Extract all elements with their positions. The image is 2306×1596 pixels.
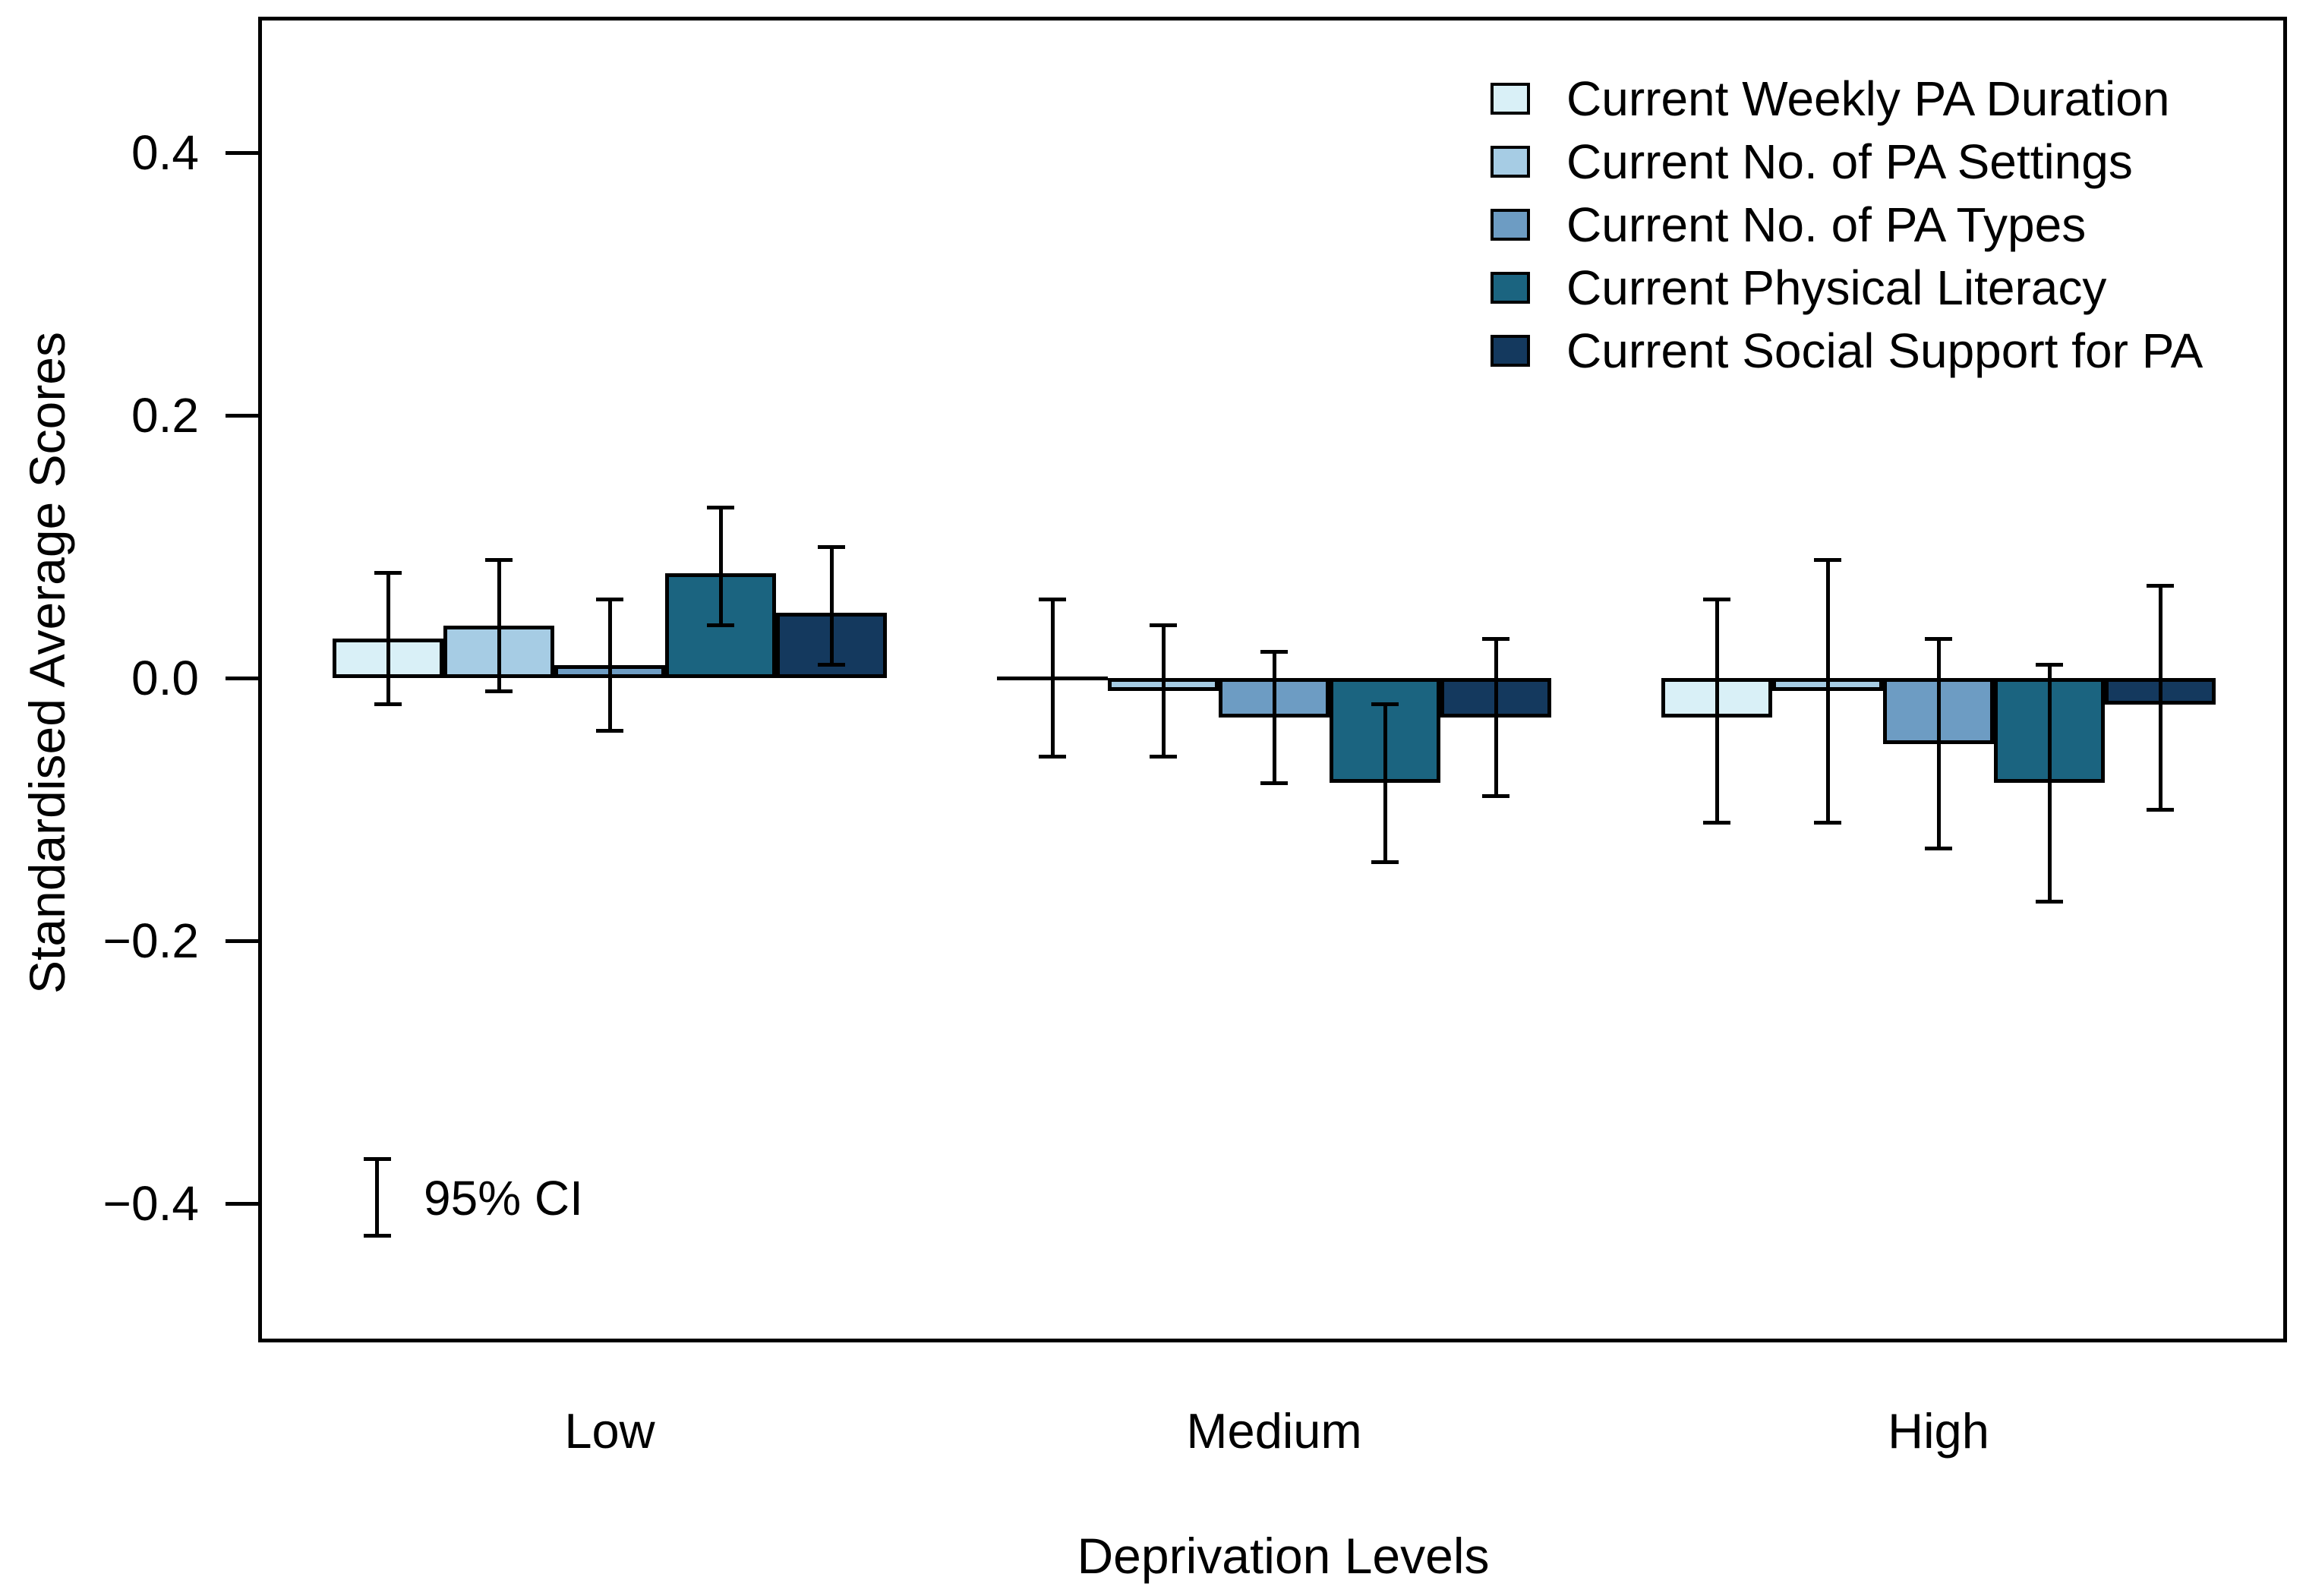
- y-tick-label-−0.4: −0.4: [103, 1176, 199, 1231]
- legend-item: Current No. of PA Settings: [1491, 130, 2203, 193]
- error-bar-cap-top-low-series1: [485, 557, 513, 562]
- error-bar-cap-bottom-low-series0: [374, 702, 402, 707]
- ci-annotation-label: 95% CI: [424, 1171, 583, 1225]
- x-axis-title: Deprivation Levels: [1077, 1528, 1490, 1584]
- error-bar-cap-top-low-series4: [818, 544, 845, 549]
- error-bar-high-series1: [1825, 560, 1830, 823]
- error-bar-cap-bottom-high-series2: [1925, 847, 1952, 851]
- error-bar-medium-series4: [1494, 639, 1498, 796]
- error-bar-cap-bottom-low-series4: [818, 663, 845, 667]
- ci-sample-errorbar-cap-bottom: [364, 1234, 391, 1238]
- y-tick-mark-0.2: [226, 413, 258, 418]
- error-bar-high-series0: [1715, 599, 1719, 823]
- error-bar-cap-bottom-high-series1: [1814, 820, 1841, 825]
- ci-sample-errorbar-line: [375, 1159, 379, 1236]
- error-bar-cap-top-medium-series0: [1039, 597, 1066, 601]
- error-bar-cap-top-low-series3: [707, 505, 734, 509]
- error-bar-cap-bottom-medium-series1: [1150, 755, 1177, 759]
- legend-swatch-weekly-pa-duration: [1491, 82, 1530, 115]
- y-tick-mark-0.0: [226, 676, 258, 680]
- x-category-label-high: High: [1888, 1403, 1989, 1459]
- error-bar-medium-series2: [1272, 651, 1276, 784]
- legend-item: Current Weekly PA Duration: [1491, 67, 2203, 130]
- y-tick-label-0.4: 0.4: [131, 125, 199, 180]
- error-bar-cap-top-high-series1: [1814, 557, 1841, 562]
- error-bar-cap-top-low-series0: [374, 571, 402, 576]
- error-bar-cap-bottom-high-series0: [1703, 820, 1730, 825]
- error-bar-medium-series1: [1161, 625, 1166, 757]
- x-category-label-medium: Medium: [1186, 1403, 1362, 1459]
- error-bar-low-series2: [607, 599, 612, 731]
- error-bar-high-series4: [2158, 585, 2162, 809]
- error-bar-medium-series0: [1050, 599, 1055, 757]
- error-bar-cap-top-medium-series3: [1371, 702, 1399, 707]
- error-bar-cap-top-low-series2: [596, 597, 623, 601]
- error-bar-cap-bottom-high-series4: [2147, 807, 2174, 812]
- error-bar-cap-top-high-series3: [2036, 663, 2063, 667]
- error-bar-cap-top-medium-series2: [1260, 649, 1288, 654]
- error-bar-cap-bottom-medium-series3: [1371, 860, 1399, 864]
- error-bar-cap-top-high-series0: [1703, 597, 1730, 601]
- legend-swatch-no-of-pa-settings: [1491, 145, 1530, 178]
- error-bar-cap-bottom-medium-series0: [1039, 755, 1066, 759]
- error-bar-low-series4: [829, 547, 834, 665]
- y-tick-mark-0.4: [226, 150, 258, 155]
- legend-label: Current Physical Literacy: [1566, 260, 2107, 315]
- y-tick-label-0.2: 0.2: [131, 388, 199, 443]
- y-tick-mark-−0.4: [226, 1201, 258, 1206]
- legend-label: Current Social Support for PA: [1566, 323, 2203, 378]
- error-bar-low-series3: [718, 507, 723, 626]
- legend-item: Current No. of PA Types: [1491, 193, 2203, 256]
- error-bar-high-series3: [2047, 664, 2052, 902]
- plot-area: [258, 17, 2287, 1342]
- y-tick-label-−0.2: −0.2: [103, 913, 199, 968]
- error-bar-cap-top-medium-series4: [1482, 636, 1509, 641]
- error-bar-cap-bottom-medium-series2: [1260, 781, 1288, 785]
- legend-label: Current Weekly PA Duration: [1566, 71, 2170, 126]
- y-tick-label-0.0: 0.0: [131, 651, 199, 705]
- legend-swatch-social-support-for-pa: [1491, 334, 1530, 367]
- legend-swatch-physical-literacy: [1491, 271, 1530, 304]
- error-bar-cap-bottom-high-series3: [2036, 899, 2063, 904]
- error-bar-cap-top-medium-series1: [1150, 623, 1177, 628]
- error-bar-cap-top-high-series2: [1925, 636, 1952, 641]
- error-bar-low-series0: [386, 572, 390, 705]
- error-bar-cap-top-high-series4: [2147, 584, 2174, 588]
- error-bar-low-series1: [497, 560, 501, 692]
- legend-swatch-no-of-pa-types: [1491, 208, 1530, 241]
- legend-item: Current Physical Literacy: [1491, 256, 2203, 319]
- legend-item: Current Social Support for PA: [1491, 319, 2203, 382]
- x-category-label-low: Low: [564, 1403, 655, 1459]
- legend-label: Current No. of PA Types: [1566, 197, 2087, 252]
- error-bar-high-series2: [1936, 639, 1941, 849]
- legend-label: Current No. of PA Settings: [1566, 134, 2133, 189]
- error-bar-cap-bottom-low-series2: [596, 728, 623, 733]
- error-bar-medium-series3: [1383, 704, 1387, 863]
- y-tick-mark-−0.2: [226, 938, 258, 943]
- legend: Current Weekly PA Duration Current No. o…: [1491, 67, 2203, 382]
- error-bar-cap-bottom-low-series1: [485, 689, 513, 693]
- error-bar-cap-bottom-low-series3: [707, 623, 734, 628]
- ci-sample-errorbar-cap-top: [364, 1157, 391, 1161]
- error-bar-cap-bottom-medium-series4: [1482, 794, 1509, 799]
